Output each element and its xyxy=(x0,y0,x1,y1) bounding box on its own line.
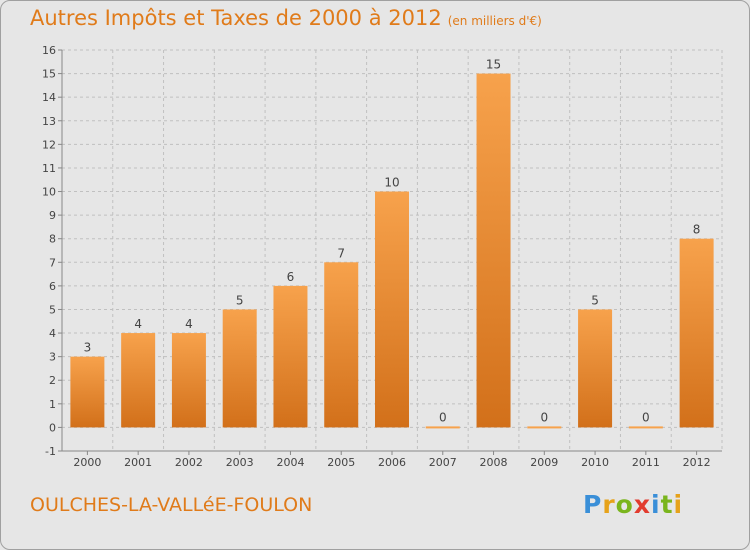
logo-letter-1: r xyxy=(602,490,616,519)
bar-2004 xyxy=(273,285,308,428)
data-label-2005: 7 xyxy=(337,246,345,260)
x-tick-label: 2009 xyxy=(530,456,558,469)
y-tick-label: 4 xyxy=(49,327,56,340)
logo-letter-3: x xyxy=(633,490,651,519)
logo-letter-4: i xyxy=(651,490,661,519)
x-tick-label: 2007 xyxy=(429,456,457,469)
y-tick-label: 7 xyxy=(49,256,56,269)
x-tick-label: 2011 xyxy=(632,456,660,469)
chart-subtitle: (en milliers d'€) xyxy=(447,14,542,28)
y-tick-label: 2 xyxy=(49,374,56,387)
y-tick-label: 0 xyxy=(49,421,56,434)
y-tick-label: 10 xyxy=(42,186,56,199)
bar-2010 xyxy=(578,309,613,428)
y-tick-label: 12 xyxy=(42,138,56,151)
bar-2005 xyxy=(324,262,359,428)
x-tick-label: 2004 xyxy=(276,456,304,469)
x-tick-label: 2000 xyxy=(73,456,101,469)
chart-title: Autres Impôts et Taxes de 2000 à 2012 (en… xyxy=(30,6,542,30)
y-tick-label: 14 xyxy=(42,91,56,104)
bar-2000 xyxy=(70,356,105,428)
data-label-2009: 0 xyxy=(540,410,548,424)
y-tick-label: -1 xyxy=(45,445,56,458)
y-tick-label: 9 xyxy=(49,209,56,222)
y-tick-label: 13 xyxy=(42,115,56,128)
data-labels: 3 4 4 5 6 7 10 0 15 0 5 0 8 xyxy=(84,58,701,425)
logo-letter-6: i xyxy=(673,490,684,519)
y-tick-label: 6 xyxy=(49,280,56,293)
bar-2012 xyxy=(679,238,714,428)
bar-2009 xyxy=(527,426,562,429)
bar-2001 xyxy=(121,333,156,428)
data-label-2006: 10 xyxy=(384,176,399,190)
bar-2011 xyxy=(628,426,663,429)
proxiti-logo: Proxiti xyxy=(583,490,683,519)
bar-2007 xyxy=(425,426,460,429)
y-tick-label: 11 xyxy=(42,162,56,175)
y-tick-label: 16 xyxy=(42,44,56,57)
x-tick-label: 2005 xyxy=(327,456,355,469)
bar-2006 xyxy=(375,191,409,428)
bar-2008 xyxy=(476,73,511,428)
logo-letter-0: P xyxy=(583,490,603,519)
logo-letter-2: o xyxy=(615,490,634,519)
y-tick-label: 15 xyxy=(42,68,56,81)
x-tick-label: 2008 xyxy=(480,456,508,469)
x-tick-label: 2003 xyxy=(226,456,254,469)
x-tick-label: 2006 xyxy=(378,456,406,469)
x-tick-label: 2002 xyxy=(175,456,203,469)
data-label-2001: 4 xyxy=(134,317,142,331)
chart-title-text: Autres Impôts et Taxes de 2000 à 2012 xyxy=(30,6,442,30)
data-label-2004: 6 xyxy=(287,270,295,284)
x-tick-label: 2010 xyxy=(581,456,609,469)
data-label-2003: 5 xyxy=(236,293,244,307)
bar-2003 xyxy=(222,309,257,428)
data-label-2000: 3 xyxy=(84,341,92,355)
data-label-2012: 8 xyxy=(693,223,701,237)
data-label-2002: 4 xyxy=(185,317,193,331)
x-tick-label: 2012 xyxy=(683,456,711,469)
data-label-2010: 5 xyxy=(591,293,599,307)
data-label-2011: 0 xyxy=(642,410,650,424)
y-tick-label: 1 xyxy=(49,398,56,411)
y-tick-label: 5 xyxy=(49,303,56,316)
x-tick-label: 2001 xyxy=(124,456,152,469)
y-tick-label: 8 xyxy=(49,233,56,246)
bars xyxy=(70,73,714,429)
bar-2002 xyxy=(171,333,206,428)
logo-letter-5: t xyxy=(660,490,674,519)
commune-name: OULCHES-LA-VALLéE-FOULON xyxy=(30,494,313,516)
data-label-2008: 15 xyxy=(486,58,501,72)
y-tick-label: 3 xyxy=(49,351,56,364)
data-label-2007: 0 xyxy=(439,410,447,424)
